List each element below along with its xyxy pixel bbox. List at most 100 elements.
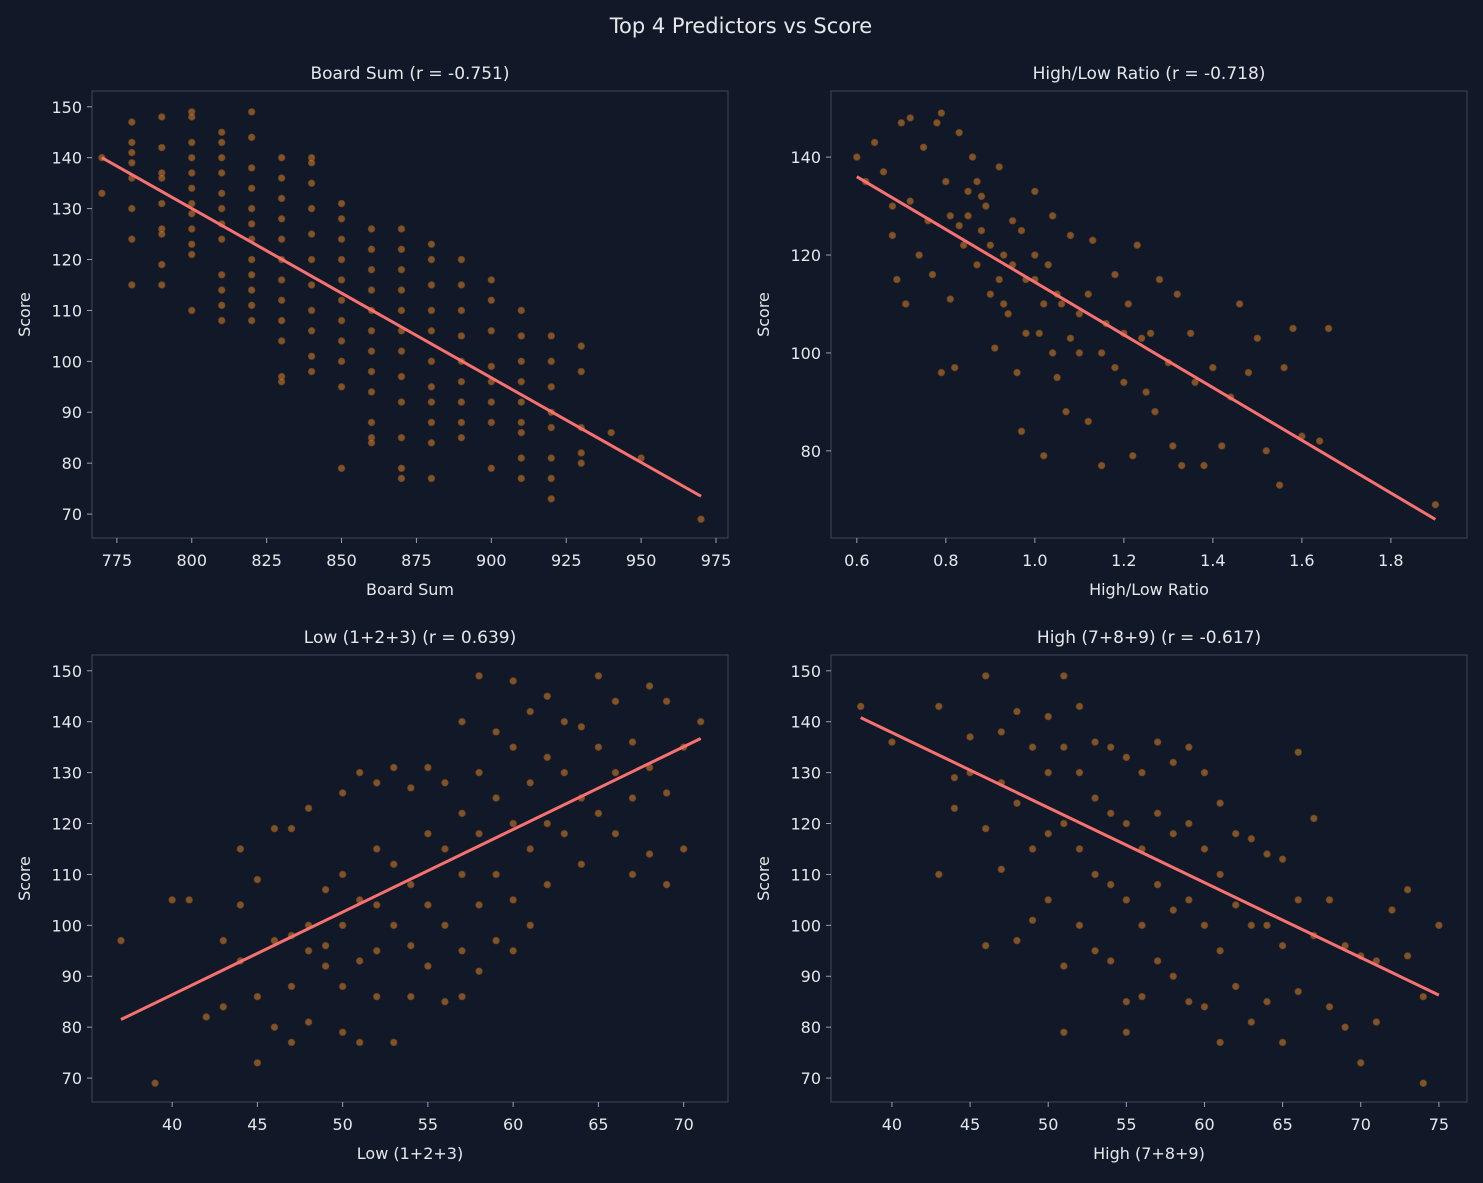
data-point — [977, 192, 986, 201]
data-point — [98, 189, 106, 198]
data-point — [337, 296, 346, 305]
data-point — [509, 819, 517, 828]
data-point — [997, 865, 1006, 874]
x-axis-label: High (7+8+9) — [1093, 1144, 1205, 1163]
data-point — [543, 692, 552, 701]
data-point — [928, 270, 937, 279]
data-point — [1013, 707, 1021, 716]
data-point — [1084, 417, 1093, 426]
data-point — [128, 118, 136, 126]
x-tick-label: 40 — [882, 1115, 902, 1134]
x-tick-label: 1.8 — [1378, 551, 1403, 570]
data-point — [1111, 270, 1119, 279]
data-point — [277, 296, 286, 305]
x-tick-label: 50 — [332, 1115, 352, 1134]
data-point — [1124, 300, 1133, 308]
data-point — [397, 286, 406, 294]
data-point — [1013, 799, 1021, 807]
data-point — [1294, 748, 1303, 757]
data-point — [236, 901, 245, 909]
data-point — [879, 167, 888, 176]
y-tick-label: 100 — [51, 352, 82, 371]
data-point — [594, 809, 603, 818]
data-point — [1146, 329, 1155, 338]
data-point — [1247, 1018, 1256, 1026]
data-point — [1097, 349, 1106, 357]
data-point — [457, 398, 466, 406]
data-point — [187, 240, 196, 249]
data-point — [662, 880, 671, 889]
data-point — [1044, 768, 1053, 777]
y-tick-label: 150 — [51, 98, 82, 117]
data-point — [1088, 236, 1097, 245]
data-point — [679, 845, 688, 853]
data-point — [427, 382, 436, 391]
data-point — [543, 819, 552, 828]
data-point — [1231, 901, 1240, 909]
data-point — [1091, 946, 1099, 955]
data-point — [1111, 363, 1119, 372]
data-point — [457, 418, 466, 427]
data-point — [942, 177, 950, 186]
data-point — [964, 212, 972, 220]
data-point — [277, 337, 286, 345]
y-tick-label: 70 — [62, 1069, 82, 1088]
data-point — [1039, 451, 1048, 460]
data-point — [247, 164, 256, 172]
data-point — [547, 454, 556, 462]
y-tick-label: 130 — [790, 764, 821, 783]
data-point — [487, 326, 496, 335]
data-point — [1091, 794, 1099, 802]
x-tick-label: 60 — [503, 1115, 523, 1134]
subplot-title: Board Sum (r = -0.751) — [310, 64, 509, 84]
data-point — [487, 418, 496, 427]
data-point — [492, 794, 500, 802]
y-tick-label: 120 — [790, 815, 821, 834]
subplot-title: Low (1+2+3) (r = 0.639) — [304, 628, 516, 648]
data-point — [1278, 855, 1287, 863]
subplot-title: High (7+8+9) (r = -0.617) — [1037, 628, 1261, 648]
data-point — [1122, 997, 1131, 1006]
y-tick-label: 100 — [790, 916, 821, 935]
data-point — [253, 992, 262, 1001]
data-point — [397, 306, 406, 315]
data-point — [906, 197, 915, 205]
data-point — [321, 941, 330, 950]
data-point — [946, 212, 955, 220]
data-point — [367, 388, 376, 396]
data-point — [517, 306, 526, 315]
data-point — [1075, 349, 1084, 357]
data-point — [995, 163, 1004, 171]
data-point — [1008, 216, 1017, 225]
data-point — [1186, 329, 1195, 338]
data-point — [1122, 896, 1131, 904]
y-tick-label: 140 — [790, 148, 821, 167]
data-point — [338, 789, 347, 797]
data-point — [526, 707, 535, 716]
data-point — [187, 225, 196, 233]
y-tick-label: 140 — [790, 713, 821, 732]
data-point — [888, 231, 897, 240]
data-point — [390, 860, 398, 869]
data-point — [187, 153, 196, 162]
y-axis-label: Score — [754, 856, 773, 901]
data-point — [367, 347, 376, 355]
subplot-3: Low (1+2+3) (r = 0.639) Low (1+2+3) Score 4… — [15, 628, 729, 1163]
data-point — [337, 214, 346, 223]
data-point — [607, 428, 615, 437]
data-point — [217, 316, 226, 325]
data-point — [946, 295, 955, 303]
data-point — [901, 300, 910, 308]
x-tick-label: 975 — [701, 551, 732, 570]
data-point — [397, 433, 406, 442]
data-point — [1275, 481, 1284, 489]
data-point — [441, 778, 449, 787]
data-point — [1044, 261, 1052, 269]
data-point — [457, 433, 466, 442]
data-point — [372, 845, 381, 853]
y-tick-label: 90 — [62, 967, 82, 986]
x-tick-label: 65 — [1272, 1115, 1292, 1134]
data-point — [1031, 187, 1039, 196]
data-point — [1235, 300, 1244, 308]
data-point — [407, 992, 415, 1001]
